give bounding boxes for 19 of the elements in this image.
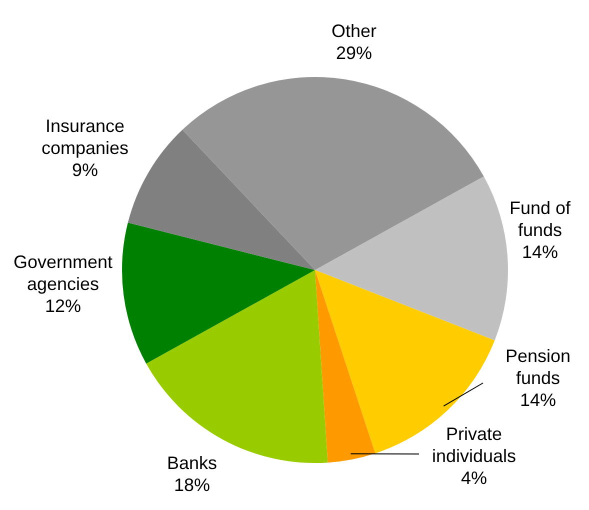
pie-slice — [182, 77, 484, 270]
slice-label: Other — [331, 21, 377, 41]
data-label: 12% — [44, 296, 82, 316]
pie-slice — [128, 130, 315, 270]
pie-slice — [122, 222, 315, 364]
data-label: 14% — [522, 242, 558, 262]
slice-label: Insurance companies — [41, 116, 129, 158]
slice-label: Banks — [166, 453, 218, 473]
data-label: 18% — [174, 475, 210, 495]
pie-slice — [315, 270, 376, 463]
slice-label: Private individuals — [432, 424, 516, 466]
data-label: 29% — [336, 43, 372, 63]
slice-label: Fund of funds — [509, 198, 572, 240]
data-label: 4% — [460, 468, 488, 488]
data-label: 14% — [520, 390, 556, 410]
slice-label: Pension funds — [505, 346, 571, 388]
slice-label: Government agencies — [13, 252, 113, 294]
pie-slice — [315, 176, 508, 340]
data-label: 9% — [72, 160, 98, 180]
